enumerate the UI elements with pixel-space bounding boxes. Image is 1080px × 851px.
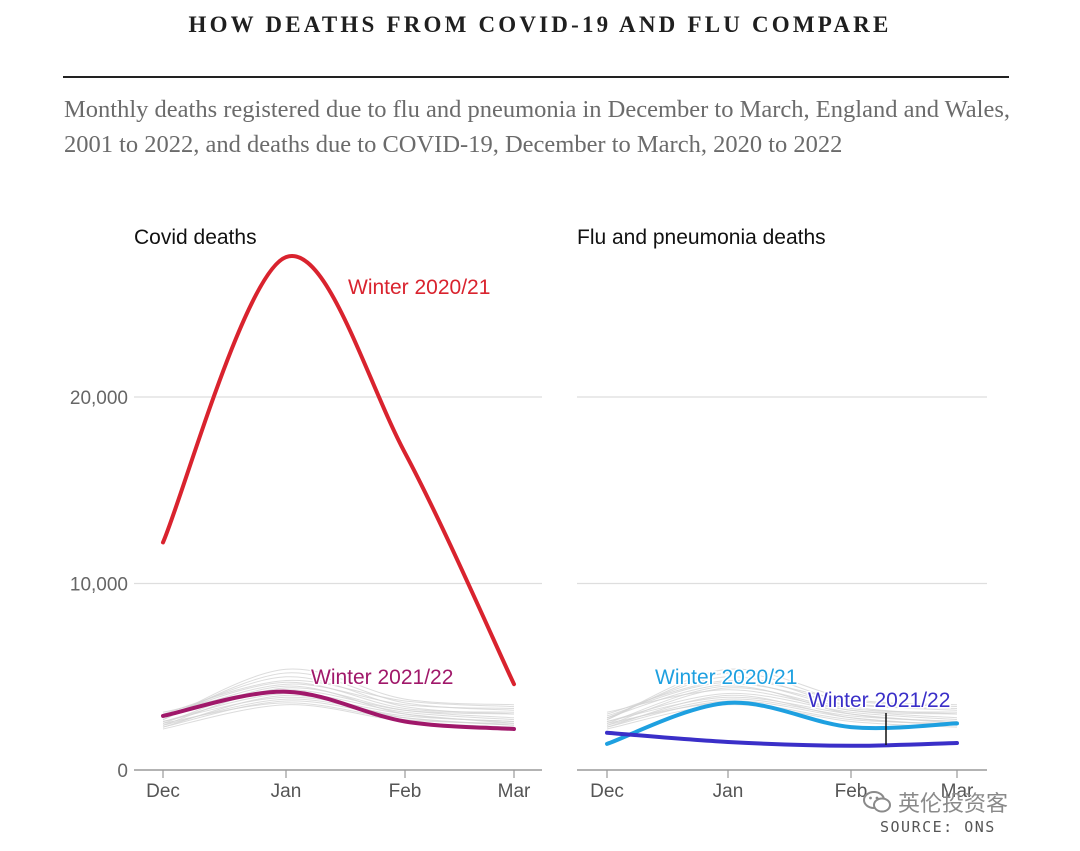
background-series-line — [162, 689, 515, 715]
background-series-line — [162, 700, 515, 728]
background-series-line — [606, 698, 958, 726]
background-series-line — [162, 679, 515, 715]
background-series-line — [606, 692, 958, 722]
x-tick-label: Feb — [835, 781, 868, 802]
y-tick-label: 10,000 — [70, 575, 128, 596]
background-series-line — [606, 687, 958, 726]
background-series-line — [162, 687, 515, 726]
background-series-line — [162, 668, 515, 721]
series-label: Winter 2020/21 — [655, 666, 797, 689]
background-series-line — [606, 668, 958, 721]
panel-flu: Flu and pneumonia deaths Dec Jan Feb Mar Wint… — [577, 226, 987, 802]
background-series-line — [606, 681, 958, 717]
background-series-line — [162, 692, 515, 722]
background-series-line — [606, 679, 958, 715]
x-tick-label: Mar — [498, 781, 531, 802]
background-series-line — [606, 700, 958, 728]
source-note: SOURCE: ONS — [880, 818, 996, 836]
x-tick-label: Mar — [941, 781, 974, 802]
series-line — [605, 730, 959, 748]
y-tick-label: 20,000 — [70, 388, 128, 409]
series-line — [161, 689, 516, 731]
panel-covid: Covid deaths 0 10,000 20,000 Dec Jan Feb Mar Win… — [70, 226, 542, 802]
title-divider — [63, 76, 1009, 78]
series-line — [161, 254, 516, 687]
series-line — [605, 700, 959, 746]
panel-title: Covid deaths — [134, 226, 257, 249]
x-tick-label: Jan — [271, 781, 302, 802]
background-series-line — [162, 681, 515, 717]
x-tick-label: Dec — [590, 781, 624, 802]
series-label: Winter 2020/21 — [348, 276, 490, 299]
x-tick-label: Jan — [713, 781, 744, 802]
x-tick-label: Feb — [389, 781, 422, 802]
series-label: Winter 2021/22 — [311, 666, 453, 689]
x-tick-label: Dec — [146, 781, 180, 802]
wechat-icon — [863, 791, 891, 813]
y-tick-label: 0 — [117, 761, 128, 782]
background-series-line — [162, 672, 515, 721]
chart-title: HOW DEATHS FROM COVID-19 AND FLU COMPARE — [188, 12, 892, 37]
background-series-line — [606, 672, 958, 721]
panel-title: Flu and pneumonia deaths — [577, 226, 826, 249]
background-series-line — [606, 689, 958, 715]
series-label: Winter 2021/22 — [808, 689, 950, 712]
chart-subtitle: Monthly deaths registered due to flu and… — [64, 96, 1011, 158]
watermark-text: 英伦投资客 — [898, 792, 1009, 817]
watermark: 英伦投资客 — [862, 786, 1008, 818]
